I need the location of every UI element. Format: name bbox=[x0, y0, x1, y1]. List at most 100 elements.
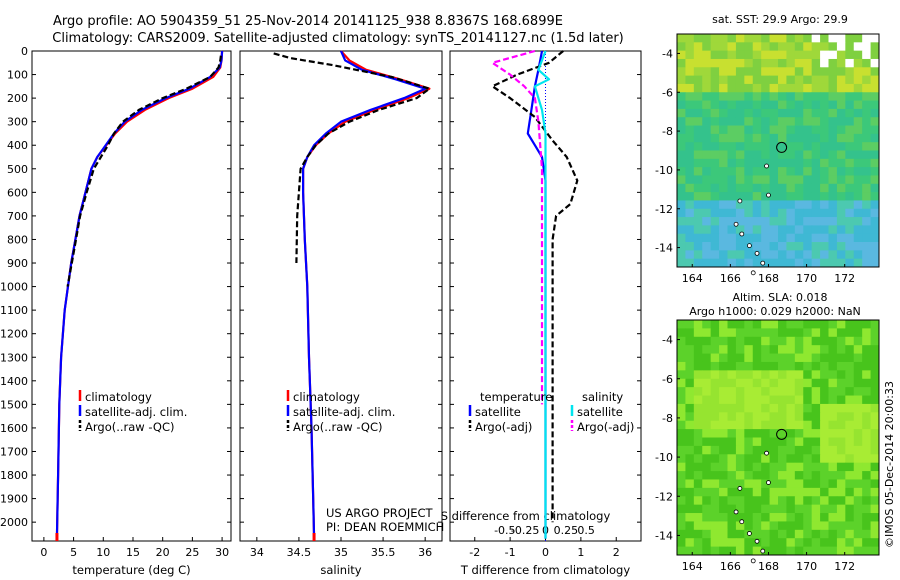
sst-map-cell bbox=[710, 183, 720, 193]
sla-map-cell bbox=[744, 487, 754, 497]
sst-map-cell bbox=[710, 42, 720, 52]
sla-map-cell bbox=[735, 546, 745, 556]
sst-map-cell bbox=[778, 233, 787, 243]
sla-map-cell bbox=[862, 454, 871, 464]
sst-map-cell bbox=[710, 100, 720, 110]
sst-map-cell bbox=[744, 200, 754, 210]
sst-map-cell bbox=[702, 233, 712, 243]
sla-map-cell bbox=[803, 479, 813, 489]
sla-map-cell bbox=[719, 320, 728, 329]
sla-map-cell bbox=[845, 420, 855, 430]
sla-map-cell bbox=[761, 445, 770, 455]
sla-map-cell bbox=[786, 361, 796, 371]
sst-map-island bbox=[733, 221, 739, 227]
sla-map-cell bbox=[794, 395, 804, 405]
sst-map-cell bbox=[862, 250, 871, 260]
sla-map-cell bbox=[811, 412, 821, 422]
sst-map-cell bbox=[836, 225, 846, 235]
sst-map-cell bbox=[752, 233, 762, 243]
sst-map-cell bbox=[719, 133, 728, 143]
sla-map-cell bbox=[735, 487, 745, 497]
sla-map-cell bbox=[870, 336, 880, 346]
sla-map-cell bbox=[803, 471, 813, 480]
sla-map-cell bbox=[685, 420, 695, 430]
sst-map-cell bbox=[828, 42, 838, 52]
sla-map-cell bbox=[778, 361, 787, 371]
sst-map-cell bbox=[794, 183, 804, 193]
sla-map-cell bbox=[862, 471, 871, 480]
sla-map-cell bbox=[719, 378, 728, 388]
sla-map-cell bbox=[820, 529, 829, 539]
sst-map-cell bbox=[769, 50, 779, 60]
sst-map-cell bbox=[693, 58, 703, 68]
sla-map-cell bbox=[735, 429, 745, 438]
sla-map-cell bbox=[727, 429, 737, 438]
sst-map-cell bbox=[862, 167, 871, 176]
sst-map-cell bbox=[761, 183, 770, 193]
sla-map-cell bbox=[693, 513, 703, 522]
sla-map-cell bbox=[727, 471, 737, 480]
temperature-xtick-label: 30 bbox=[215, 546, 229, 559]
sla-map-cell bbox=[811, 403, 821, 413]
sst-map-cell bbox=[828, 67, 838, 77]
sla-map-cell bbox=[811, 496, 821, 506]
sla-map-cell bbox=[769, 429, 779, 438]
sla-map-cell bbox=[836, 546, 846, 556]
sst-map-cell bbox=[820, 142, 829, 151]
sla-map-cell bbox=[769, 513, 779, 522]
sst-map-cell bbox=[727, 100, 737, 110]
sla-map-cell bbox=[786, 328, 796, 338]
sla-map-cell bbox=[752, 454, 762, 464]
salinity-xtick-label: 34 bbox=[250, 546, 264, 559]
sst-map-cell bbox=[820, 233, 829, 243]
sla-map-cell bbox=[719, 420, 728, 430]
sst-map-cell bbox=[702, 58, 712, 68]
sst-map-cell bbox=[828, 75, 838, 85]
sla-map-cell bbox=[794, 513, 804, 522]
sla-map-cell bbox=[693, 521, 703, 531]
sst-map-cell bbox=[836, 183, 846, 193]
sla-map-cell bbox=[710, 521, 720, 531]
sst-map-cell bbox=[870, 58, 880, 68]
sst-map-cell bbox=[735, 117, 745, 126]
sst-map-cell bbox=[778, 225, 787, 235]
sla-map-cell bbox=[794, 538, 804, 547]
sla-map-cell bbox=[735, 462, 745, 472]
sla-map-cell bbox=[685, 529, 695, 539]
sla-map-cell bbox=[719, 445, 728, 455]
sla-map-cell bbox=[786, 546, 796, 556]
sst-map-cell bbox=[710, 208, 720, 218]
sla-map-cell bbox=[803, 429, 813, 438]
sst-map-cell bbox=[803, 217, 813, 226]
sla-map-cell bbox=[820, 496, 829, 506]
sst-map-cell bbox=[769, 75, 779, 85]
sla-map: 164 166 168 170 172 -4 -6 -8 -10 -12 -14 Altim. SLA… bbox=[655, 291, 880, 573]
sst-map-cell bbox=[719, 67, 728, 77]
sst-map-cell bbox=[862, 50, 871, 60]
sla-map-cell bbox=[769, 403, 779, 413]
sla-map-cell bbox=[677, 504, 686, 514]
sst-map-island bbox=[760, 260, 766, 266]
sst-map: 164 166 168 170 172 -4 -6 -8 -10 -12 -14 sat. SST: … bbox=[655, 13, 880, 285]
sst-map-cell bbox=[845, 175, 855, 185]
sst-map-cell bbox=[752, 150, 762, 160]
sla-map-cell bbox=[761, 471, 770, 480]
sla-map-cell bbox=[677, 529, 686, 539]
sla-map-cell bbox=[744, 462, 754, 472]
sla-map-cell bbox=[778, 437, 787, 447]
sla-map-cell bbox=[845, 328, 855, 338]
difference-panel: -2 -1 0 1 2 T difference from climatology -0.5… bbox=[441, 49, 642, 577]
sla-map-cell bbox=[677, 513, 686, 522]
sst-map-cell bbox=[870, 75, 880, 85]
sla-map-cell bbox=[735, 420, 745, 430]
sst-map-cell bbox=[845, 192, 855, 201]
sst-map-cell bbox=[836, 133, 846, 143]
sst-map-cell bbox=[811, 125, 821, 135]
sla-map-cell bbox=[820, 395, 829, 405]
sla-map-cell bbox=[811, 378, 821, 388]
sla-map-cell bbox=[769, 437, 779, 447]
sst-map-cell bbox=[786, 158, 796, 168]
sst-map-cell bbox=[719, 208, 728, 218]
sst-map-lat-label: -10 bbox=[655, 164, 673, 177]
sla-map-cell bbox=[778, 538, 787, 547]
